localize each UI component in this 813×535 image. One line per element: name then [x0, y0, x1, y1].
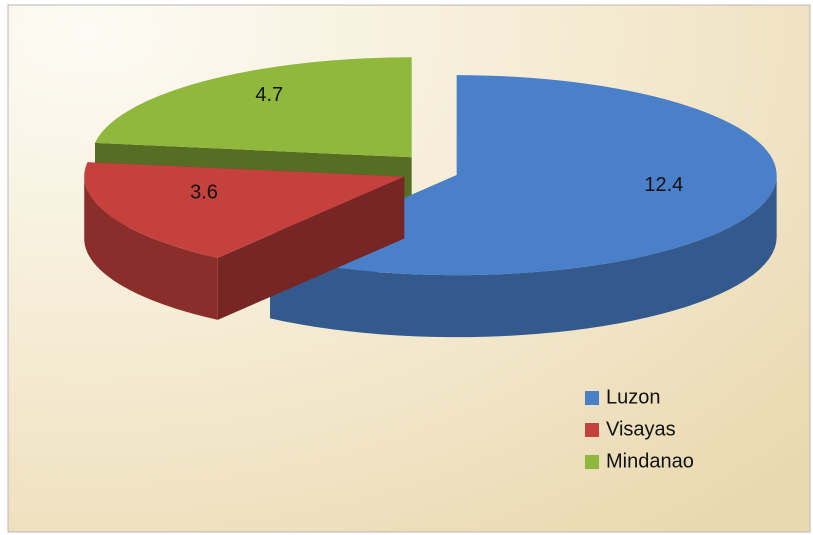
legend-label: Mindanao — [606, 450, 694, 472]
slice-top — [84, 162, 405, 258]
legend-label: Luzon — [606, 386, 661, 408]
data-label: 4.7 — [255, 84, 283, 106]
data-label: 3.6 — [190, 181, 218, 203]
legend: Luzon Visayas Mindanao — [585, 386, 694, 472]
slice-wall — [84, 176, 218, 320]
slice-wall — [270, 175, 777, 338]
legend-swatch — [585, 455, 599, 469]
slice — [84, 162, 405, 320]
data-label: 12.4 — [644, 174, 683, 196]
legend-label: Visayas — [606, 418, 676, 440]
slice-top — [94, 57, 412, 158]
legend-swatch — [585, 423, 599, 437]
pie: 12.4 3.6 4.7 — [84, 57, 777, 338]
legend-swatch — [585, 391, 599, 405]
